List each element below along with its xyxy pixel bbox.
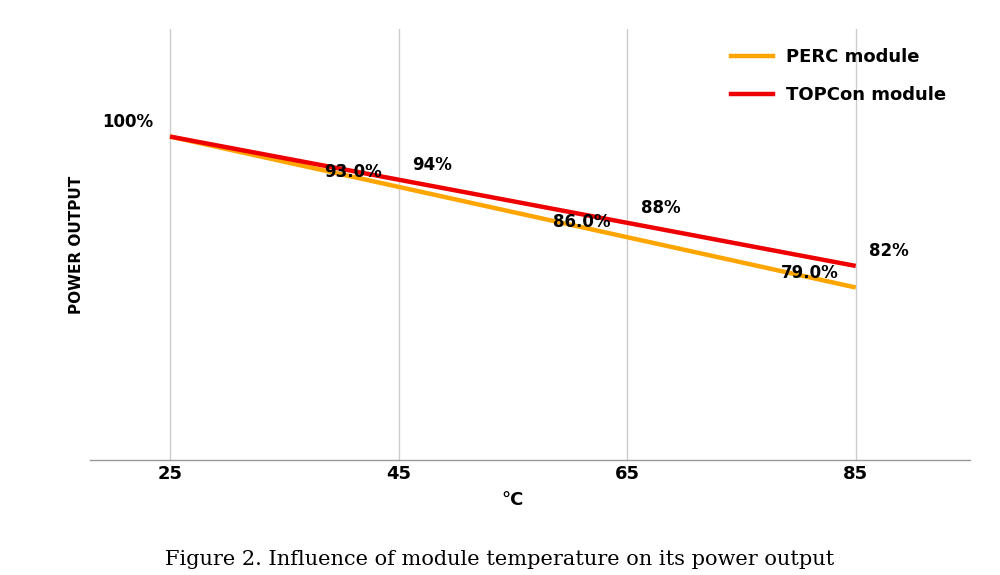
Text: 82%: 82%: [869, 242, 909, 260]
Text: 93.0%: 93.0%: [324, 163, 381, 181]
Text: 94%: 94%: [412, 156, 452, 174]
Text: Figure 2. Influence of module temperature on its power output: Figure 2. Influence of module temperatur…: [165, 550, 835, 569]
Text: 86.0%: 86.0%: [552, 213, 610, 231]
Legend: PERC module, TOPCon module: PERC module, TOPCon module: [724, 41, 953, 111]
Text: °C: °C: [502, 490, 524, 508]
Text: 100%: 100%: [102, 113, 153, 131]
Y-axis label: POWER OUTPUT: POWER OUTPUT: [69, 175, 84, 313]
Text: 88%: 88%: [641, 199, 680, 217]
Text: 79.0%: 79.0%: [781, 264, 839, 282]
